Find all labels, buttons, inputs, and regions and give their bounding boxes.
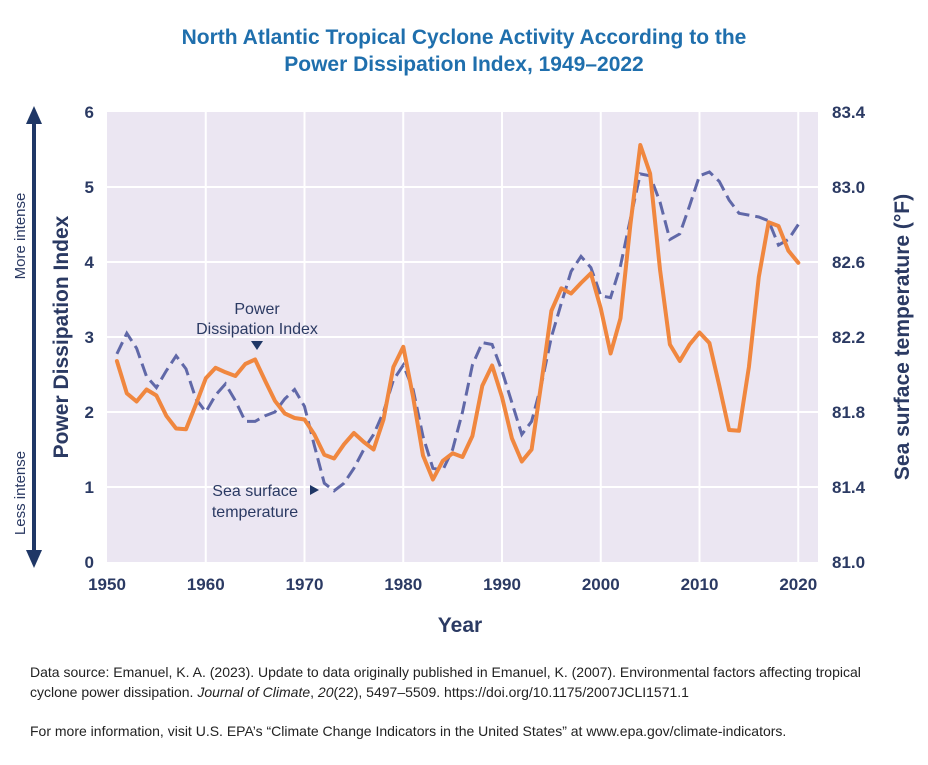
journal-volume: 20 xyxy=(317,684,334,700)
x-tick-label: 1960 xyxy=(187,575,225,594)
left-tick-label: 6 xyxy=(85,103,94,122)
left-tick-label: 1 xyxy=(85,478,94,497)
source-sep: , xyxy=(310,684,318,700)
right-axis-ticks: 81.0 81.4 81.8 82.2 82.6 83.0 83.4 xyxy=(832,103,866,572)
chart: North Atlantic Tropical Cyclone Activity… xyxy=(12,26,914,637)
left-tick-label: 4 xyxy=(85,253,95,272)
left-tick-label: 3 xyxy=(85,328,94,347)
sst-series-line xyxy=(115,170,800,493)
pdi-series-points xyxy=(116,144,799,480)
intensity-arrow-up-head xyxy=(26,106,42,124)
x-tick-label: 2010 xyxy=(681,575,719,594)
intensity-arrow-down-head xyxy=(26,550,42,568)
sst-label-pointer xyxy=(310,485,319,495)
more-intense-label: More intense xyxy=(12,193,29,280)
sst-label-line-1: Sea surface xyxy=(212,483,297,500)
grid-horizontal xyxy=(107,186,818,488)
left-axis-title: Power Dissipation Index xyxy=(50,215,73,458)
right-axis-title: Sea surface temperature (°F) xyxy=(891,194,914,480)
right-tick-label: 81.8 xyxy=(832,403,865,422)
right-tick-label: 81.0 xyxy=(832,553,865,572)
left-tick-label: 2 xyxy=(85,403,94,422)
pdi-series-line xyxy=(114,143,801,482)
x-axis-title: Year xyxy=(438,614,482,637)
left-tick-label: 0 xyxy=(85,553,94,572)
chart-title-line-2: Power Dissipation Index, 1949–2022 xyxy=(284,53,644,76)
data-source-note: Data source: Emanuel, K. A. (2023). Upda… xyxy=(30,662,910,702)
less-intense-label: Less intense xyxy=(12,451,29,535)
journal-name: Journal of Climate xyxy=(197,684,311,700)
x-tick-label: 2000 xyxy=(582,575,620,594)
sst-series-points xyxy=(116,171,799,491)
source-text-1: Data source: Emanuel, K. A. (2023). Upda… xyxy=(30,664,861,700)
pdi-label-line-2: Dissipation Index xyxy=(196,321,318,338)
right-tick-label: 83.4 xyxy=(832,103,866,122)
x-axis-ticks: 1950 1960 1970 1980 1990 2000 2010 2020 xyxy=(88,575,817,594)
left-tick-label: 5 xyxy=(85,178,94,197)
right-tick-label: 82.6 xyxy=(832,253,865,272)
x-tick-label: 1980 xyxy=(384,575,422,594)
pdi-label-line-1: Power xyxy=(234,301,280,318)
source-text-2: (22), 5497–5509. https://doi.org/10.1175… xyxy=(333,684,689,700)
pdi-label-pointer xyxy=(251,341,263,350)
x-tick-label: 1950 xyxy=(88,575,126,594)
sst-label-line-2: temperature xyxy=(212,504,298,521)
x-tick-label: 2020 xyxy=(779,575,817,594)
x-tick-label: 1990 xyxy=(483,575,521,594)
right-tick-label: 82.2 xyxy=(832,328,865,347)
right-tick-label: 81.4 xyxy=(832,478,866,497)
right-tick-label: 83.0 xyxy=(832,178,865,197)
left-axis-ticks: 0 1 2 3 4 5 6 xyxy=(85,103,95,572)
x-tick-label: 1970 xyxy=(286,575,324,594)
chart-title-line-1: North Atlantic Tropical Cyclone Activity… xyxy=(182,26,747,49)
more-info-note: For more information, visit U.S. EPA’s “… xyxy=(30,723,787,739)
